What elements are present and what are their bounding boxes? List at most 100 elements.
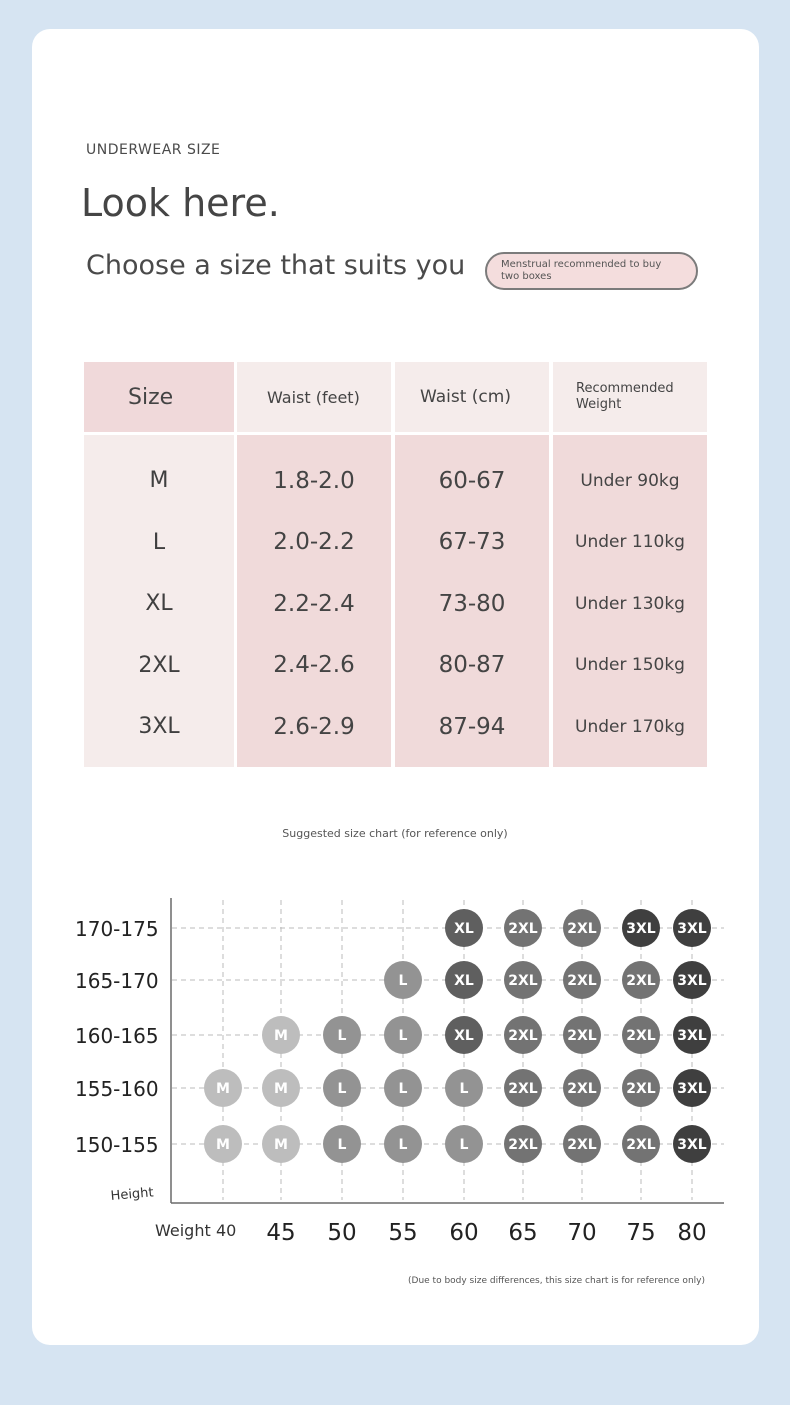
- size-point-2xl: [504, 1069, 542, 1107]
- column-waist-cm: 60-67 67-73 73-80 80-87 87-94: [395, 435, 549, 767]
- x-tick-label: 70: [567, 1220, 596, 1246]
- size-point-label: 3XL: [677, 1028, 707, 1044]
- header-waist-feet: Waist (feet): [237, 362, 391, 432]
- size-point-m: [204, 1125, 242, 1163]
- x-tick-label: 55: [388, 1220, 417, 1246]
- size-point-3xl: [673, 961, 711, 999]
- table-cell: Under 110kg: [575, 532, 685, 553]
- size-point-xl: [445, 1016, 483, 1054]
- table-cell: Under 150kg: [575, 655, 685, 676]
- table-cell: Under 170kg: [575, 716, 685, 737]
- table-cell: M: [149, 468, 169, 494]
- size-point-label: 3XL: [626, 921, 656, 937]
- size-point-label: 2XL: [508, 1028, 538, 1044]
- size-point-2xl: [563, 1069, 601, 1107]
- size-point-l: [445, 1125, 483, 1163]
- x-tick-label: 65: [508, 1220, 537, 1246]
- table-cell: 3XL: [138, 714, 180, 740]
- size-point-l: [384, 1125, 422, 1163]
- size-point-label: XL: [454, 1028, 474, 1044]
- y-tick-label: 165-170: [75, 969, 159, 993]
- chart-caption: Suggested size chart (for reference only…: [282, 827, 508, 840]
- chart-footnote: (Due to body size differences, this size…: [408, 1276, 705, 1286]
- table-cell: 2XL: [138, 652, 180, 678]
- size-point-label: 2XL: [567, 1081, 597, 1097]
- size-point-l: [384, 961, 422, 999]
- size-point-m: [262, 1125, 300, 1163]
- size-point-label: 2XL: [626, 973, 656, 989]
- y-tick-label: 170-175: [75, 917, 159, 941]
- x-tick-label: 80: [677, 1220, 706, 1246]
- size-point-2xl: [563, 1125, 601, 1163]
- header-size: Size: [84, 362, 234, 432]
- size-point-2xl: [504, 961, 542, 999]
- y-axis-label: Height: [110, 1185, 154, 1204]
- size-point-2xl: [563, 1016, 601, 1054]
- size-point-3xl: [673, 1125, 711, 1163]
- size-point-label: 2XL: [508, 1081, 538, 1097]
- size-point-label: L: [338, 1081, 347, 1097]
- size-point-2xl: [504, 1016, 542, 1054]
- size-point-xl: [445, 961, 483, 999]
- size-point-label: XL: [454, 921, 474, 937]
- column-recommended-weight: Under 90kg Under 110kg Under 130kg Under 15…: [553, 435, 707, 767]
- size-point-label: 2XL: [508, 921, 538, 937]
- table-cell: 2.6-2.9: [273, 713, 355, 740]
- size-point-label: 2XL: [508, 1137, 538, 1153]
- size-point-label: M: [216, 1081, 230, 1097]
- size-point-2xl: [622, 1125, 660, 1163]
- table-cell: 73-80: [438, 590, 506, 617]
- table-cell: 80-87: [438, 652, 506, 679]
- size-point-m: [204, 1069, 242, 1107]
- size-point-3xl: [673, 1016, 711, 1054]
- table-cell: 2.2-2.4: [273, 590, 355, 617]
- size-point-2xl: [622, 961, 660, 999]
- size-point-label: 2XL: [626, 1081, 656, 1097]
- size-point-m: [262, 1016, 300, 1054]
- size-point-label: L: [338, 1137, 347, 1153]
- x-tick-label: 75: [626, 1220, 655, 1246]
- x-tick-label: 45: [266, 1220, 295, 1246]
- table-cell: 2.4-2.6: [273, 652, 355, 679]
- eyebrow-label: UNDERWEAR SIZE: [86, 142, 221, 158]
- table-cell: Under 90kg: [580, 470, 680, 491]
- table-cell: Under 130kg: [575, 593, 685, 614]
- size-point-l: [323, 1125, 361, 1163]
- y-tick-label: 160-165: [75, 1024, 159, 1048]
- size-point-2xl: [563, 909, 601, 947]
- size-point-label: 3XL: [677, 1137, 707, 1153]
- x-tick-label: 50: [327, 1220, 356, 1246]
- size-point-label: L: [399, 1081, 408, 1097]
- table-cell: 67-73: [438, 529, 506, 556]
- size-point-2xl: [504, 1125, 542, 1163]
- size-point-l: [384, 1069, 422, 1107]
- table-cell: 1.8-2.0: [273, 467, 355, 494]
- size-point-label: 3XL: [677, 1081, 707, 1097]
- table-cell: XL: [145, 591, 173, 617]
- size-point-label: 3XL: [677, 921, 707, 937]
- y-tick-label: 155-160: [75, 1077, 159, 1101]
- size-point-m: [262, 1069, 300, 1107]
- x-tick-label: 60: [449, 1220, 478, 1246]
- size-point-label: 2XL: [567, 921, 597, 937]
- size-point-2xl: [563, 961, 601, 999]
- size-point-label: 2XL: [567, 973, 597, 989]
- size-point-l: [445, 1069, 483, 1107]
- size-point-label: M: [216, 1137, 230, 1153]
- table-cell: 87-94: [438, 713, 506, 740]
- size-point-label: 2XL: [567, 1028, 597, 1044]
- page-subheading: Choose a size that suits you: [86, 250, 466, 281]
- size-point-label: L: [399, 1137, 408, 1153]
- x-axis-label: Weight: [155, 1221, 211, 1240]
- table-cell: 2.0-2.2: [273, 529, 355, 556]
- size-point-label: L: [460, 1137, 469, 1153]
- x-tick-label: 40: [216, 1221, 236, 1240]
- size-point-l: [323, 1069, 361, 1107]
- size-point-3xl: [673, 909, 711, 947]
- size-point-label: L: [460, 1081, 469, 1097]
- column-waist-feet: 1.8-2.0 2.0-2.2 2.2-2.4 2.4-2.6 2.6-2.9: [237, 435, 391, 767]
- size-point-label: 2XL: [567, 1137, 597, 1153]
- size-point-label: 3XL: [677, 973, 707, 989]
- header-waist-cm: Waist (cm): [395, 362, 549, 432]
